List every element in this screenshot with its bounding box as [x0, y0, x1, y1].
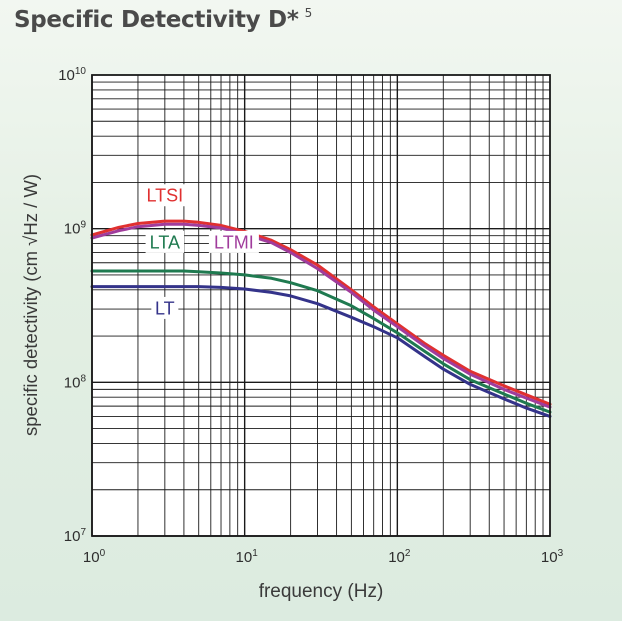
series-label-lt: LT: [155, 298, 175, 318]
series-label-lta: LTA: [150, 232, 180, 252]
series-label-bg: [139, 184, 190, 207]
y-tick-label: 108: [64, 373, 87, 391]
y-tick-labels: 107 108 109 1010: [58, 66, 86, 545]
plot-frame: [91, 74, 551, 537]
y-tick-label: 109: [64, 220, 87, 238]
x-tick-label: 100: [83, 548, 106, 566]
series-label-bg: [151, 296, 179, 319]
chart-title: Specific Detectivity D* 5: [14, 6, 312, 33]
x-tick-labels: 100 101 102 103: [83, 548, 564, 566]
series-line-lt: [90, 285, 552, 418]
y-tick-label: 107: [64, 527, 87, 545]
x-tick-label: 101: [236, 548, 259, 566]
x-tick-label: 102: [388, 548, 411, 566]
grid: [91, 75, 550, 537]
y-tick-label: 1010: [58, 66, 86, 84]
y-axis-label: specific detectivity (cm √Hz / W): [20, 174, 41, 436]
x-axis-label: frequency (Hz): [259, 581, 384, 602]
series-line-ltmi: [90, 222, 552, 409]
x-tick-label: 103: [541, 548, 564, 566]
series-label-ltmi: LTMI: [214, 232, 254, 252]
series-layer: [90, 219, 552, 418]
series-label-ltsi: LTSI: [146, 186, 183, 206]
series-labels: LTSI LTMI LTA LT: [139, 184, 259, 319]
series-label-bg: [208, 230, 259, 253]
series-label-bg: [145, 230, 185, 253]
title-footnote: 5: [304, 6, 313, 20]
series-line-ltsi: [90, 219, 552, 406]
series-line-lta: [90, 269, 552, 414]
